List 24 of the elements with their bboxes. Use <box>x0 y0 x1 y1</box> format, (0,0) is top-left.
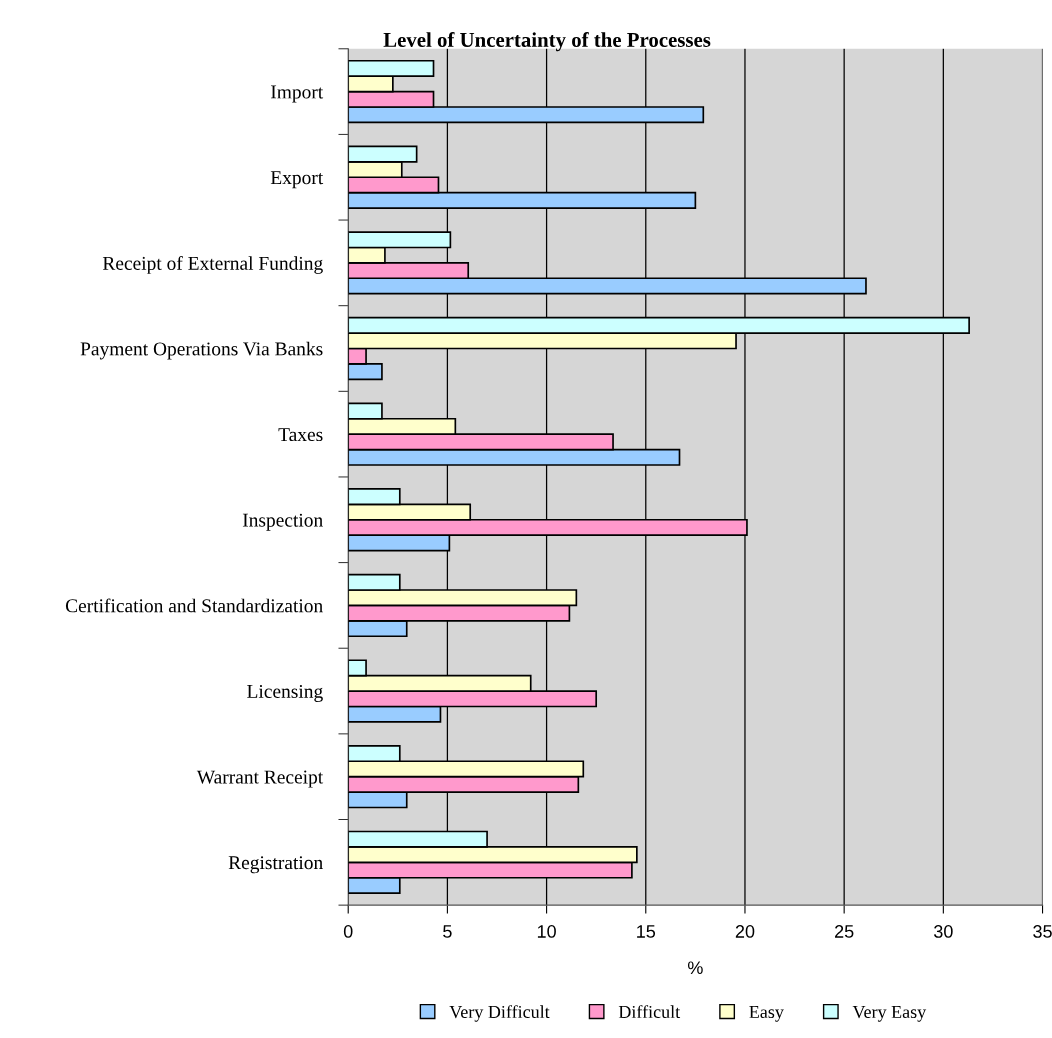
y-tick-label: Inspection <box>242 513 323 531</box>
x-tick-label: 15 <box>637 925 656 938</box>
y-tick-label: Receipt of External Funding <box>102 256 323 274</box>
legend-label: Very Difficult <box>449 1005 550 1022</box>
x-axis-title: % <box>687 961 703 975</box>
legend-label: Difficult <box>618 1005 681 1019</box>
legend-label: Easy <box>749 1006 784 1022</box>
x-tick-label: 30 <box>933 925 953 938</box>
y-tick-label: Registration <box>228 856 323 874</box>
y-tick-label: Licensing <box>247 684 323 702</box>
x-tick-label: 35 <box>1033 925 1052 938</box>
y-tick-label: Taxes <box>278 428 323 442</box>
y-tick-label: Warrant Receipt <box>196 770 324 788</box>
y-tick-label: Import <box>270 85 324 103</box>
x-tick-label: 5 <box>443 925 452 938</box>
x-tick-label: 10 <box>537 925 556 938</box>
y-tick-label: Certification and Standardization <box>65 598 323 613</box>
chart-title: Level of Uncertainty of the Processes <box>383 32 711 52</box>
x-tick-label: 0 <box>343 925 353 938</box>
x-tick-label: 25 <box>835 925 854 938</box>
y-tick-label: Export <box>270 171 324 189</box>
y-tick-label: Payment Operations Via Banks <box>80 341 323 360</box>
x-tick-label: 20 <box>735 925 755 938</box>
legend-label: Very Easy <box>852 1006 927 1022</box>
